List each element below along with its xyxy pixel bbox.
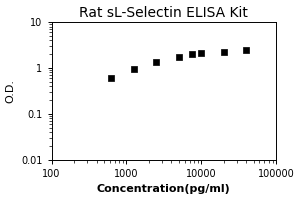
Point	[176, 55, 181, 58]
Title: Rat sL-Selectin ELISA Kit: Rat sL-Selectin ELISA Kit	[80, 6, 248, 20]
Point	[221, 51, 226, 54]
Point	[131, 67, 136, 71]
Point	[190, 53, 194, 56]
Y-axis label: O.D.: O.D.	[6, 79, 16, 103]
Point	[109, 77, 113, 80]
Point	[154, 60, 159, 64]
Point	[244, 48, 249, 51]
X-axis label: Concentration(pg/ml): Concentration(pg/ml)	[97, 184, 231, 194]
Point	[199, 52, 204, 55]
